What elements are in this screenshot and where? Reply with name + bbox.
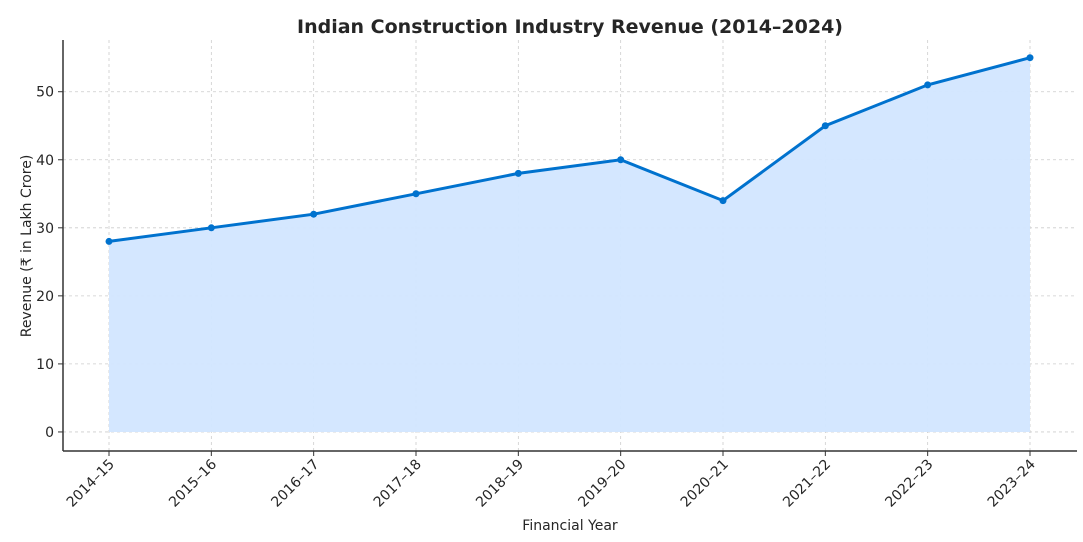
- x-axis-label: Financial Year: [522, 518, 618, 534]
- y-tick-label: 30: [36, 221, 54, 237]
- x-tick-label: 2021–22: [780, 457, 834, 511]
- data-point: [412, 190, 420, 198]
- x-tick-label: 2023–24: [985, 456, 1039, 510]
- chart-title: Indian Construction Industry Revenue (20…: [297, 16, 843, 38]
- data-point: [1026, 54, 1034, 62]
- y-axis-label: Revenue (₹ in Lakh Crore): [19, 155, 35, 338]
- data-point: [105, 237, 113, 245]
- data-point: [617, 156, 625, 164]
- data-point: [514, 169, 522, 177]
- x-ticks: 2014–15 2015–16 2016–17 2017–18 2018–19 2019–…: [64, 451, 1039, 511]
- x-tick-label: 2020–21: [678, 457, 732, 511]
- y-tick-label: 50: [36, 85, 54, 101]
- series-line: [108, 56, 1031, 243]
- x-tick-label: 2014–15: [64, 457, 118, 511]
- x-tick-label: 2017–18: [371, 457, 425, 511]
- y-tick-label: 20: [36, 289, 54, 305]
- x-tick-label: 2018–19: [473, 457, 527, 511]
- data-points: [105, 54, 1034, 245]
- y-tick-label: 40: [36, 153, 54, 169]
- data-point: [924, 81, 932, 89]
- area-fill: [109, 57, 1030, 432]
- x-tick-label: 2019–20: [575, 457, 629, 511]
- x-tick-label: 2022–23: [882, 457, 936, 511]
- data-point: [310, 210, 318, 218]
- x-tick-label: 2016–17: [268, 457, 322, 511]
- y-tick-label: 0: [45, 425, 54, 441]
- data-point: [719, 197, 727, 205]
- data-point: [207, 224, 215, 232]
- x-tick-label: 2015–16: [166, 456, 220, 510]
- data-point: [821, 122, 829, 130]
- y-ticks: 0 10 20 30 40 50: [36, 85, 63, 441]
- y-tick-label: 10: [36, 357, 54, 373]
